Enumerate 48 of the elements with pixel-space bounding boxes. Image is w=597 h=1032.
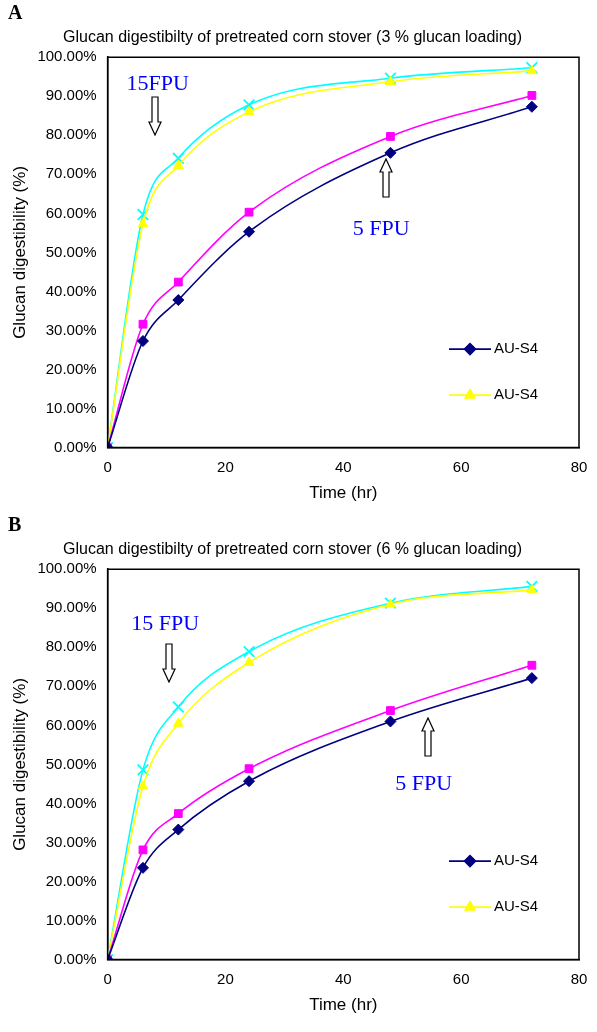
chart-title: Glucan digestibilty of pretreated corn stover (3 % glucan loading) (63, 28, 522, 46)
annotation: 5 FPU (352, 214, 410, 240)
legend-label: AU-S4 (494, 897, 539, 915)
y-tick-label: 40.00% (45, 281, 97, 299)
y-tick-label: 0.00% (54, 949, 97, 967)
x-tick-label: 20 (217, 969, 234, 987)
x-tick-label: 20 (217, 457, 234, 475)
y-tick-label: 30.00% (45, 832, 97, 850)
y-tick-label: 20.00% (45, 359, 97, 377)
y-tick-label: 0.00% (54, 437, 97, 455)
annotation: 15 FPU (131, 609, 200, 635)
y-tick-label: 10.00% (45, 910, 97, 928)
x-tick-label: 0 (103, 457, 112, 475)
y-tick-label: 50.00% (45, 754, 97, 772)
text: B (8, 513, 22, 536)
y-tick-label: 50.00% (45, 242, 97, 260)
x-tick-label: 80 (570, 457, 588, 475)
y-tick-label: 100.00% (37, 47, 97, 65)
x-tick-label: 80 (570, 969, 588, 987)
chart-title: Glucan digestibilty of pretreated corn stover (6 % glucan loading) (63, 540, 522, 558)
x-tick-label: 0 (103, 969, 112, 987)
y-tick-label: 90.00% (45, 86, 97, 104)
x-tick-label: 60 (452, 969, 470, 987)
text: A (8, 1, 23, 24)
x-tick-label: 40 (334, 457, 352, 475)
y-axis-title: Glucan digestibility (%) (9, 165, 29, 339)
y-tick-label: 70.00% (45, 164, 97, 182)
y-tick-label: 30.00% (45, 320, 97, 338)
annotation: 5 FPU (395, 769, 453, 795)
legend-label: AU-S4 (494, 385, 539, 403)
y-tick-label: 20.00% (45, 871, 97, 889)
x-tick-label: 40 (334, 969, 352, 987)
y-tick-label: 80.00% (45, 637, 97, 655)
legend-label: AU-S4 (494, 851, 539, 869)
x-tick-label: 60 (452, 457, 470, 475)
y-tick-label: 40.00% (45, 793, 97, 811)
y-tick-label: 70.00% (45, 676, 97, 694)
y-tick-label: 10.00% (45, 398, 97, 416)
x-axis-title: Time (hr) (309, 995, 378, 1015)
x-axis-title: Time (hr) (309, 483, 378, 503)
legend-label: AU-S4 (494, 339, 539, 357)
y-tick-label: 80.00% (45, 125, 97, 143)
y-tick-label: 60.00% (45, 715, 97, 733)
y-tick-label: 90.00% (45, 598, 97, 616)
y-axis-title: Glucan digestibility (%) (9, 677, 29, 851)
y-tick-label: 100.00% (37, 559, 97, 577)
y-tick-label: 60.00% (45, 203, 97, 221)
annotation: 15FPU (126, 70, 189, 96)
